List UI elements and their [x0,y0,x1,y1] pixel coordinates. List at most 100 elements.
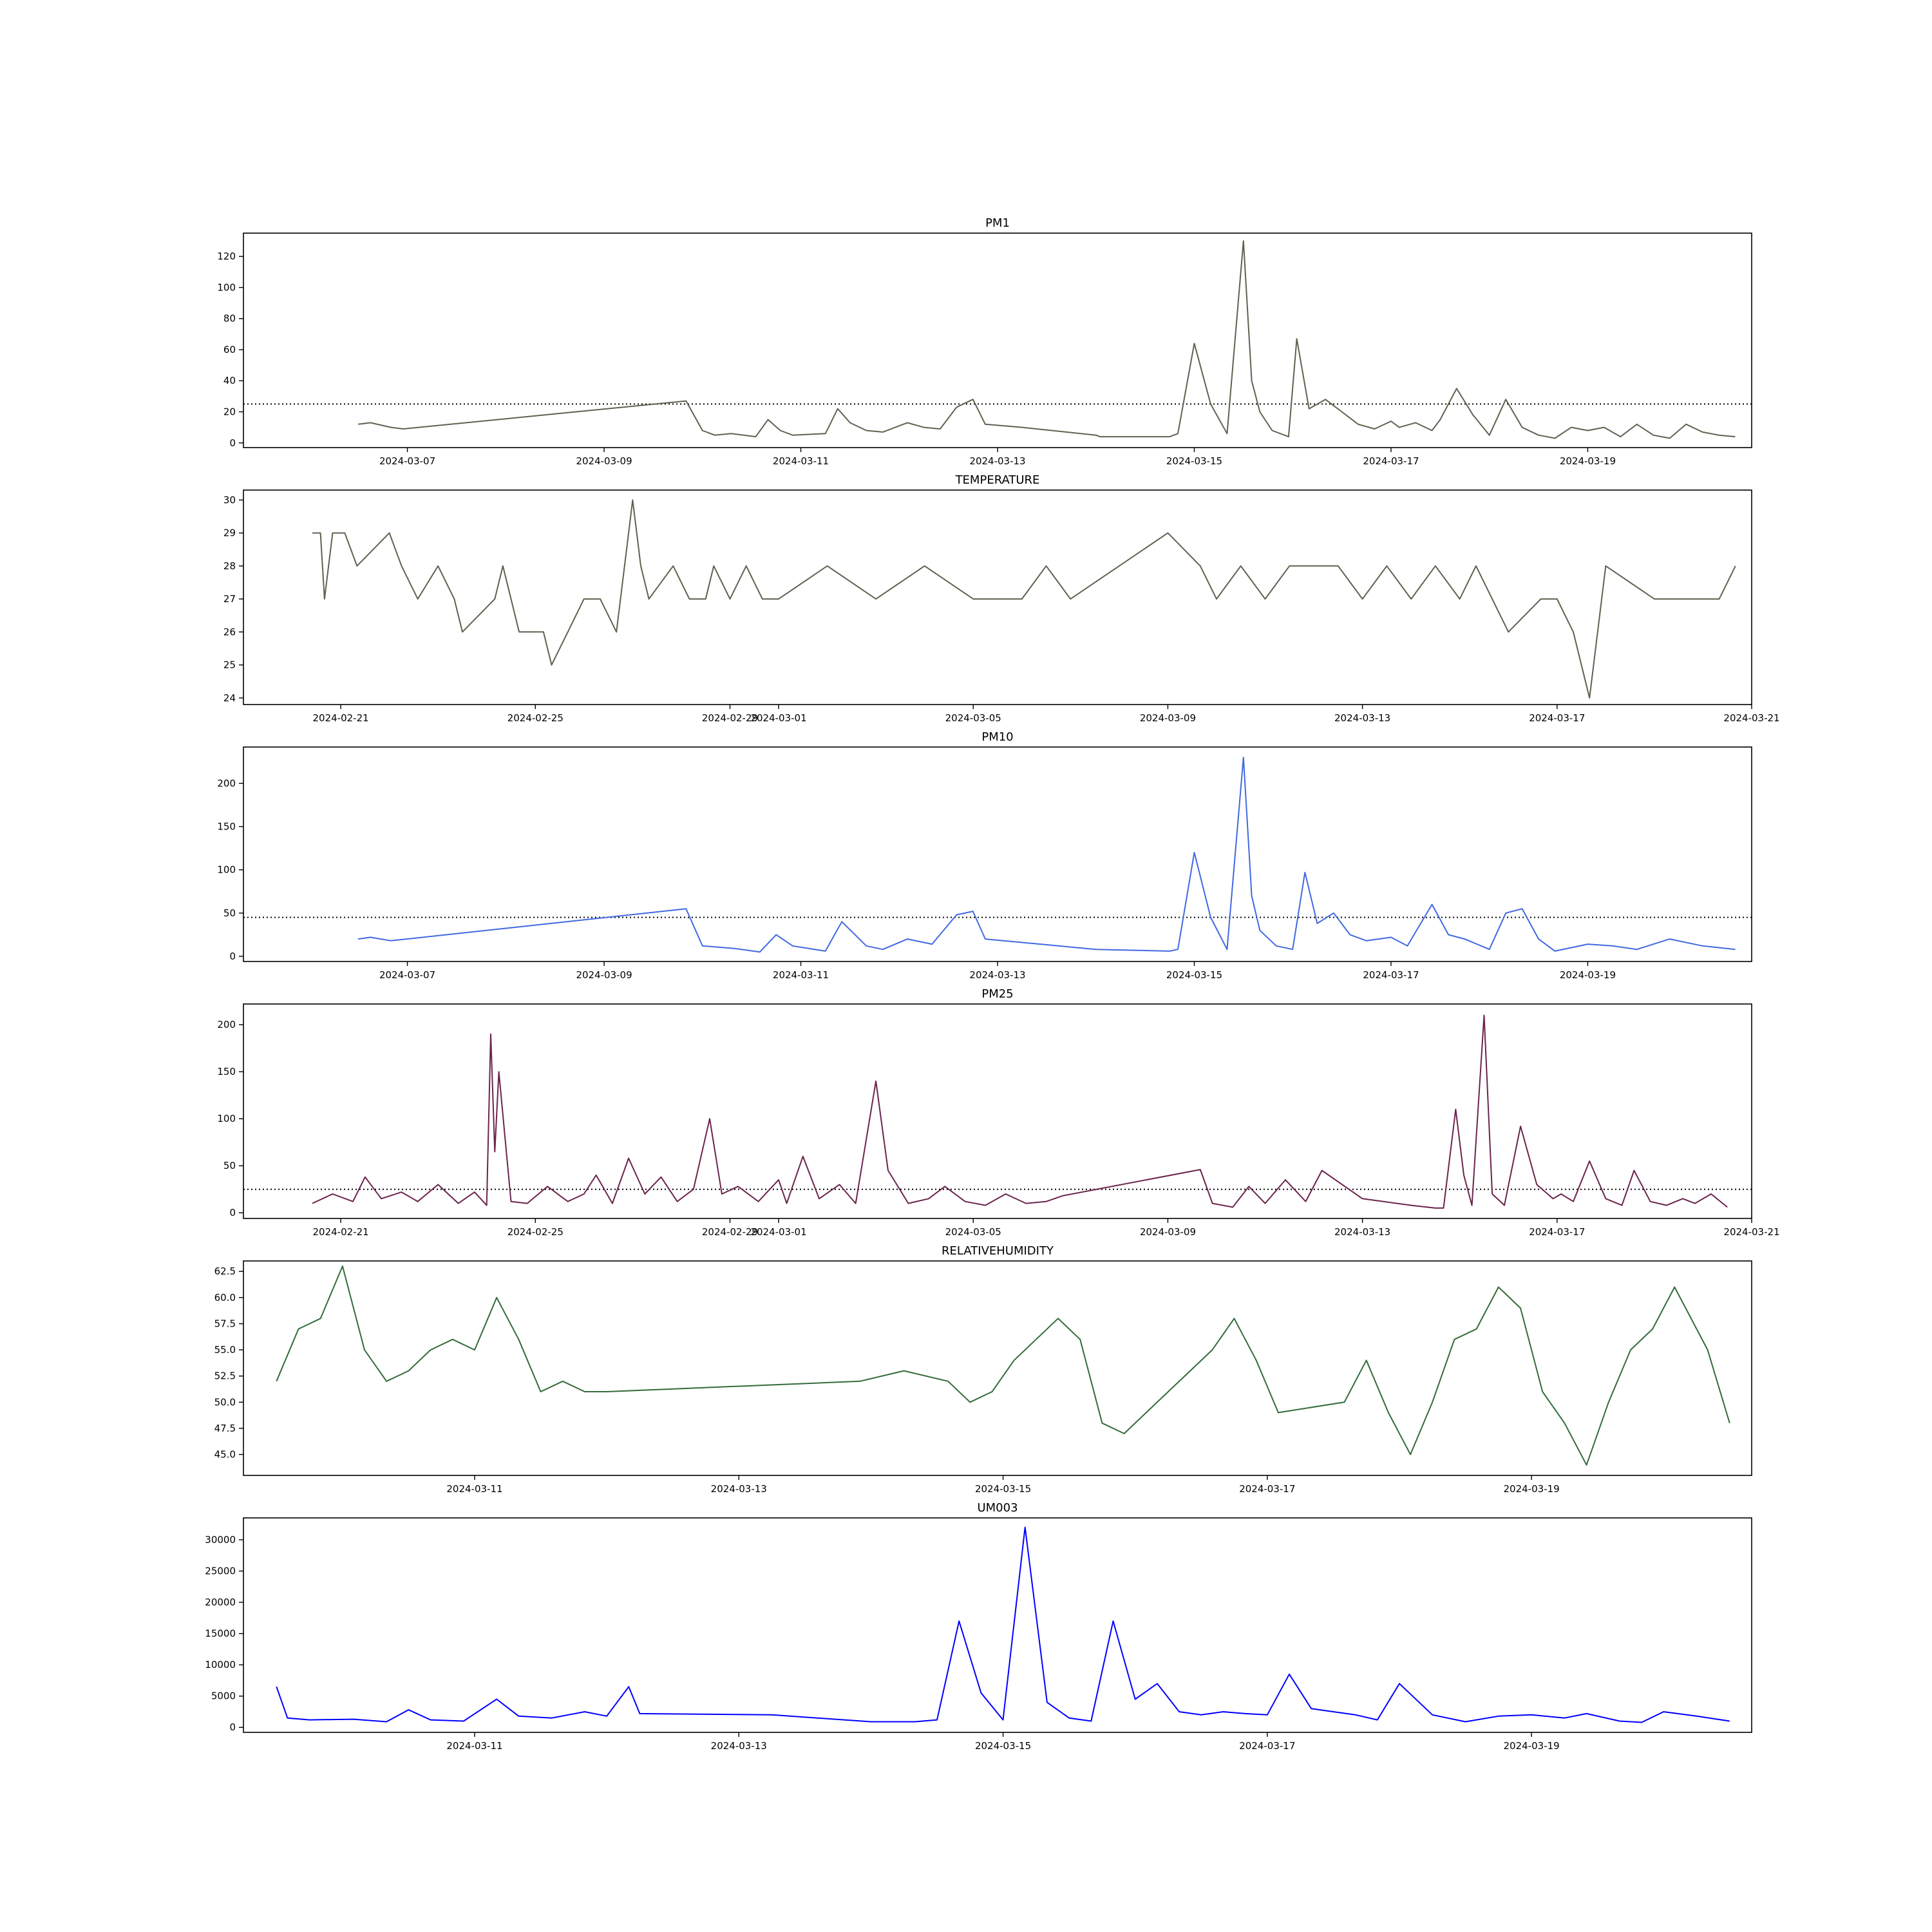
pm1-series-line [358,240,1736,439]
temperature-y-tick-label: 26 [223,626,236,638]
pm25-x-tick-label: 2024-02-21 [313,1226,369,1238]
pm10-y-tick-label: 150 [217,821,236,833]
temperature-series-line [312,499,1736,699]
pm25-x-tick-label: 2024-03-21 [1723,1226,1779,1238]
pm1-y-tick-label: 60 [223,344,236,355]
pm10-x-tick-label: 2024-03-09 [576,969,632,981]
pm1-x-tick-label: 2024-03-09 [576,455,632,467]
pm1-y-tick-label: 20 [223,406,236,418]
relativehumidity-x-tick-label: 2024-03-13 [711,1483,767,1495]
pm25-axes-frame [243,1003,1752,1219]
pm25-x-tick-label: 2024-03-17 [1529,1226,1585,1238]
temperature-y-tick-label: 29 [223,527,236,539]
temperature-x-tick-label: 2024-03-01 [750,712,806,724]
um003-axes-frame [243,1517,1752,1733]
relativehumidity-x-tick-label: 2024-03-17 [1239,1483,1295,1495]
temperature-x-tick-label: 2024-03-09 [1140,712,1196,724]
relativehumidity-x-tick-label: 2024-03-11 [446,1483,502,1495]
um003-y-tick-label: 5000 [211,1690,236,1702]
temperature-x-tick-label: 2024-03-05 [945,712,1001,724]
relativehumidity-y-tick-label: 52.5 [214,1370,236,1382]
pm1-title: PM1 [985,216,1010,230]
um003-x-tick-label: 2024-03-19 [1504,1740,1560,1752]
um003-x-tick-label: 2024-03-17 [1239,1740,1295,1752]
pm10-x-tick-label: 2024-03-19 [1560,969,1616,981]
relativehumidity-axes-frame [243,1260,1752,1476]
pm10-x-tick-label: 2024-03-13 [969,969,1025,981]
pm1-y-tick-label: 80 [223,313,236,325]
temperature-axes-frame [243,489,1752,705]
pm10-y-tick-label: 200 [217,777,236,789]
pm1-y-tick-label: 40 [223,375,236,386]
pm10-x-tick-label: 2024-03-07 [379,969,435,981]
relativehumidity-title: RELATIVEHUMIDITY [942,1244,1054,1258]
pm25-x-tick-label: 2024-02-29 [702,1226,758,1238]
temperature-x-tick-label: 2024-03-13 [1334,712,1390,724]
pm25-y-tick-label: 50 [223,1160,236,1171]
pm10-y-tick-label: 0 [229,951,236,962]
pm25-y-tick-label: 200 [217,1019,236,1030]
relativehumidity-x-tick-label: 2024-03-15 [975,1483,1031,1495]
pm1-y-tick-label: 100 [217,281,236,293]
pm25-x-tick-label: 2024-03-13 [1334,1226,1390,1238]
pm1-y-tick-label: 120 [217,251,236,262]
pm10-x-tick-label: 2024-03-11 [773,969,829,981]
pm1-x-tick-label: 2024-03-07 [379,455,435,467]
pm10-x-tick-label: 2024-03-17 [1363,969,1419,981]
um003-x-tick-label: 2024-03-13 [711,1740,767,1752]
pm25-x-tick-label: 2024-02-25 [507,1226,564,1238]
temperature-y-tick-label: 25 [223,659,236,671]
pm25-x-tick-label: 2024-03-09 [1140,1226,1196,1238]
um003-x-tick-label: 2024-03-11 [446,1740,502,1752]
um003-y-tick-label: 30000 [205,1534,236,1546]
relativehumidity-y-tick-label: 57.5 [214,1318,236,1329]
pm10-x-tick-label: 2024-03-15 [1166,969,1222,981]
temperature-x-tick-label: 2024-03-17 [1529,712,1585,724]
relativehumidity-x-tick-label: 2024-03-19 [1504,1483,1560,1495]
pm1-panel: PM1 2024-03-07 2024-03-09 2024-03-11 2024-03… [217,216,1752,467]
temperature-y-tick-label: 27 [223,593,236,605]
relativehumidity-series-line [276,1265,1730,1466]
pm1-x-tick-label: 2024-03-11 [773,455,829,467]
pm10-title: PM10 [981,730,1013,744]
temperature-y-tick-label: 28 [223,560,236,572]
relativehumidity-panel: RELATIVEHUMIDITY 2024-03-11 2024-03-13 2024… [214,1244,1752,1495]
temperature-y-tick-label: 24 [223,692,236,704]
temperature-x-tick-label: 2024-02-21 [313,712,369,724]
um003-y-tick-label: 20000 [205,1596,236,1608]
um003-y-tick-label: 25000 [205,1566,236,1577]
pm25-title: PM25 [981,987,1013,1001]
um003-series-line [276,1526,1730,1723]
pm25-x-tick-label: 2024-03-05 [945,1226,1001,1238]
relativehumidity-y-tick-label: 47.5 [214,1423,236,1434]
pm1-x-tick-label: 2024-03-19 [1560,455,1616,467]
relativehumidity-y-tick-label: 55.0 [214,1344,236,1356]
relativehumidity-y-tick-label: 50.0 [214,1396,236,1408]
temperature-panel: TEMPERATURE 2024-02-21 2024-02-25 2024-02-2… [223,473,1780,724]
pm25-y-tick-label: 100 [217,1113,236,1124]
um003-title: UM003 [977,1501,1018,1515]
temperature-title: TEMPERATURE [955,473,1040,487]
pm10-y-tick-label: 100 [217,864,236,876]
relativehumidity-y-tick-label: 62.5 [214,1265,236,1277]
pm25-x-tick-label: 2024-03-01 [750,1226,806,1238]
pm1-x-tick-label: 2024-03-15 [1166,455,1222,467]
pm1-y-tick-label: 0 [229,437,236,449]
pm25-series-line [312,1014,1728,1209]
pm1-x-tick-label: 2024-03-13 [969,455,1025,467]
pm25-y-tick-label: 0 [229,1207,236,1218]
pm10-y-tick-label: 50 [223,907,236,919]
temperature-x-tick-label: 2024-02-25 [507,712,564,724]
um003-panel: UM003 2024-03-11 2024-03-13 2024-03-15 2024-… [205,1501,1752,1752]
um003-y-tick-label: 15000 [205,1628,236,1640]
temperature-x-tick-label: 2024-03-21 [1723,712,1779,724]
pm1-x-tick-label: 2024-03-17 [1363,455,1419,467]
pm10-series-line [358,757,1736,953]
pm10-panel: PM10 2024-03-07 2024-03-09 2024-03-11 2024-0… [217,730,1752,981]
temperature-x-tick-label: 2024-02-29 [702,712,758,724]
um003-x-tick-label: 2024-03-15 [975,1740,1031,1752]
relativehumidity-y-tick-label: 60.0 [214,1292,236,1303]
